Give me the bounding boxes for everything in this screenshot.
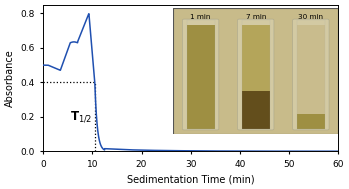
Bar [187, 25, 215, 129]
FancyBboxPatch shape [183, 19, 219, 130]
Bar [297, 114, 325, 129]
Text: 1 min: 1 min [191, 14, 211, 20]
Bar [187, 20, 215, 129]
Bar [242, 91, 270, 129]
Bar [242, 25, 270, 91]
Bar [242, 20, 270, 129]
FancyBboxPatch shape [293, 19, 329, 130]
FancyBboxPatch shape [238, 19, 274, 130]
Y-axis label: Absorbance: Absorbance [5, 49, 15, 107]
Text: 7 min: 7 min [246, 14, 266, 20]
Bar [297, 25, 325, 114]
X-axis label: Sedimentation Time (min): Sedimentation Time (min) [127, 174, 254, 184]
Text: $\mathbf{T}_{1/2}$: $\mathbf{T}_{1/2}$ [70, 109, 92, 124]
Text: 30 min: 30 min [298, 14, 323, 20]
Bar [297, 20, 325, 129]
